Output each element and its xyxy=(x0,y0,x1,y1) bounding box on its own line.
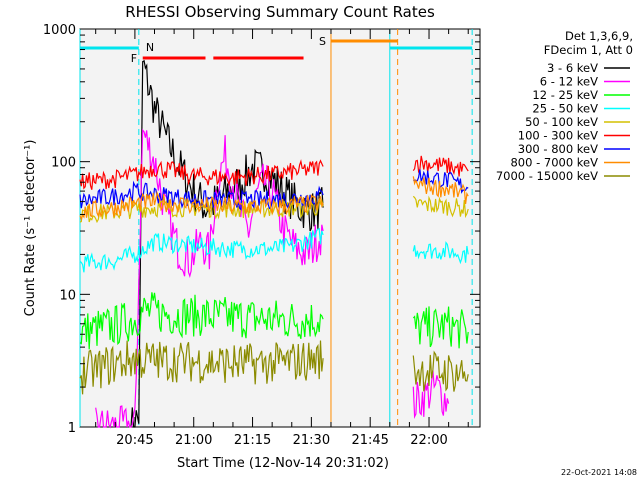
flag-layer: NF S xyxy=(79,29,473,427)
series-line-9 xyxy=(412,350,469,392)
series-line-8 xyxy=(79,190,324,222)
saa-marker-label: S xyxy=(319,35,326,48)
legend-label-9: 7000 - 15000 keV xyxy=(496,169,598,183)
legend-header-line-1: Det 1,3,6,9, xyxy=(565,29,633,43)
axes-layer: 1 10 100 1000 20:45 21:00 21:15 21:30 21:45 22:00 xyxy=(43,23,480,448)
legend-header-line-2: FDecim 1, Att 0 xyxy=(544,43,633,57)
legend-label-5: 50 - 100 keV xyxy=(525,115,598,129)
series-layer xyxy=(79,59,469,429)
x-tick-label: 21:30 xyxy=(293,433,330,448)
legend-label-6: 100 - 300 keV xyxy=(518,129,598,143)
legend-label-1: 3 - 6 keV xyxy=(547,61,598,75)
series-line-9 xyxy=(79,340,324,395)
y-axis-label: Count Rate (s⁻¹ detector⁻¹) xyxy=(23,140,38,317)
series-line-4 xyxy=(412,241,469,265)
y-tick-label: 1 xyxy=(68,421,76,436)
legend-label-4: 25 - 50 keV xyxy=(532,102,598,116)
series-line-2 xyxy=(412,370,450,419)
series-line-3 xyxy=(412,306,469,349)
x-tick-label: 20:45 xyxy=(116,433,153,448)
x-axis-label: Start Time (12-Nov-14 20:31:02) xyxy=(177,456,389,471)
x-tick-label: 21:00 xyxy=(175,433,212,448)
y-tick-label: 1000 xyxy=(43,23,76,38)
y-tick-label: 100 xyxy=(51,156,76,171)
x-tick-label: 21:15 xyxy=(234,433,271,448)
legend-label-7: 300 - 800 keV xyxy=(518,142,598,156)
legend-label-3: 12 - 25 keV xyxy=(532,88,598,102)
y-tick-label: 10 xyxy=(59,288,76,303)
x-tick-label: 22:00 xyxy=(410,433,447,448)
legend: Det 1,3,6,9, FDecim 1, Att 0 3 - 6 keV6 … xyxy=(496,29,633,183)
series-line-5 xyxy=(412,195,469,219)
series-line-8 xyxy=(412,176,469,204)
night-marker-label: N xyxy=(146,41,154,54)
series-line-6 xyxy=(412,155,469,177)
legend-label-2: 6 - 12 keV xyxy=(540,75,598,89)
series-line-4 xyxy=(79,227,324,273)
flare-marker-label: F xyxy=(131,52,137,65)
legend-label-8: 800 - 7000 keV xyxy=(510,156,598,170)
series-line-7 xyxy=(413,169,469,194)
chart-title: RHESSI Observing Summary Count Rates xyxy=(125,3,435,21)
series-line-6 xyxy=(79,159,324,190)
series-line-3 xyxy=(79,292,324,350)
x-tick-label: 21:45 xyxy=(351,433,388,448)
series-line-2 xyxy=(95,128,324,429)
footer-date: 22-Oct-2021 14:08 xyxy=(561,468,637,477)
